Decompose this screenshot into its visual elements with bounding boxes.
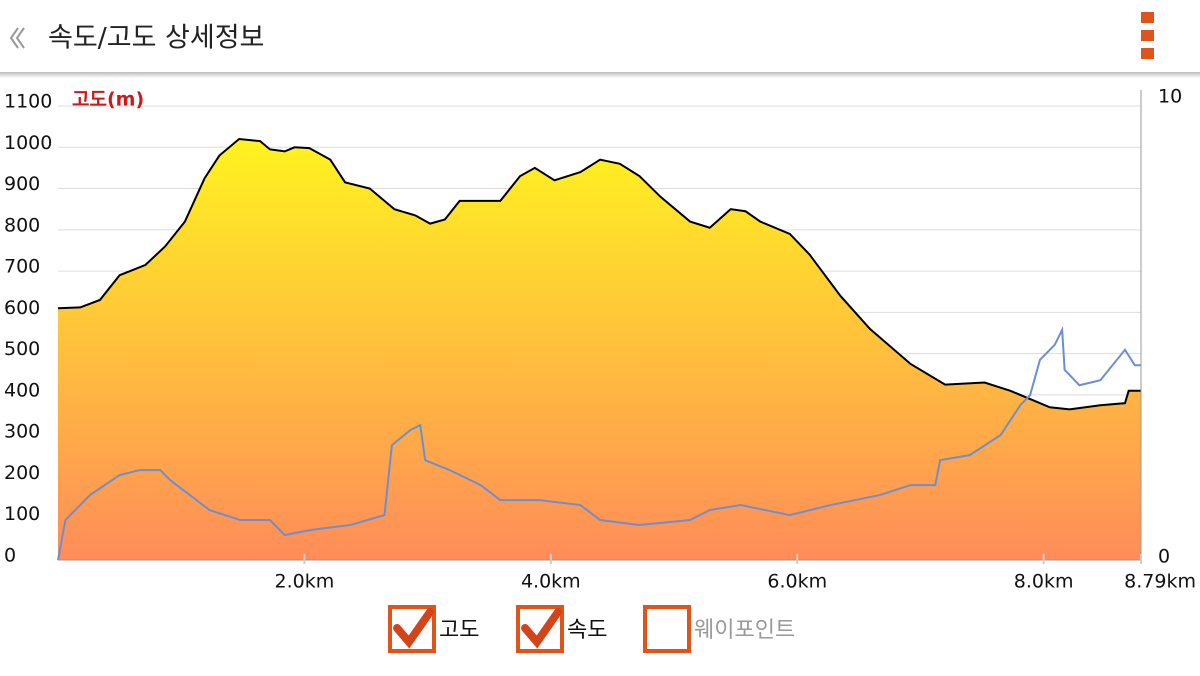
elevation-line <box>57 137 1141 411</box>
x-tick-label: 2.0km <box>275 571 335 593</box>
y2-tick-label: 0 <box>1158 546 1170 568</box>
header-bar <box>0 0 1200 72</box>
y-tick-label: 500 <box>4 338 40 360</box>
y-tick-label: 900 <box>4 173 40 195</box>
x-tick-label: 8.0km <box>1014 571 1074 593</box>
y-tick-label: 200 <box>4 462 40 484</box>
y-axis-label: 고도(m) <box>72 89 144 111</box>
y-tick-label: 0 <box>4 545 16 567</box>
y-tick-label: 800 <box>4 214 40 236</box>
y-tick-label: 1100 <box>4 91 52 113</box>
menu-dot <box>1141 48 1154 59</box>
checkmark <box>521 608 562 649</box>
y-tick-label: 100 <box>4 503 40 525</box>
back-button[interactable] <box>9 27 25 49</box>
toggle-label: 웨이포인트 <box>694 618 795 643</box>
x-tick-label: 8.79km <box>1124 571 1196 593</box>
y-tick-label: 700 <box>4 256 40 278</box>
toggle[interactable]: 웨이포인트 <box>643 605 795 653</box>
header-shadow <box>0 72 1200 78</box>
checkbox[interactable] <box>643 605 691 653</box>
x-tick-label: 6.0km <box>767 571 827 593</box>
y-tick-label: 400 <box>4 379 40 401</box>
area-fill <box>58 139 1141 560</box>
y-tick-label: 1000 <box>4 132 52 154</box>
checkmark <box>393 608 434 649</box>
toggle-label: 고도 <box>439 618 479 643</box>
menu-button[interactable] <box>1141 12 1154 59</box>
toggle[interactable]: 고도 <box>388 605 479 653</box>
speed-line <box>57 326 1141 561</box>
menu-dot <box>1141 30 1154 41</box>
y-tick-label: 300 <box>4 421 40 443</box>
x-tick-label: 4.0km <box>521 571 581 593</box>
y-tick-label: 600 <box>4 297 40 319</box>
toggle[interactable]: 속도 <box>516 605 607 653</box>
menu-dot <box>1141 12 1154 23</box>
y2-tick-label: 10 <box>1158 86 1182 108</box>
toggle-label: 속도 <box>567 618 607 643</box>
header-title: 속도/고도 상세정보 <box>48 23 264 54</box>
